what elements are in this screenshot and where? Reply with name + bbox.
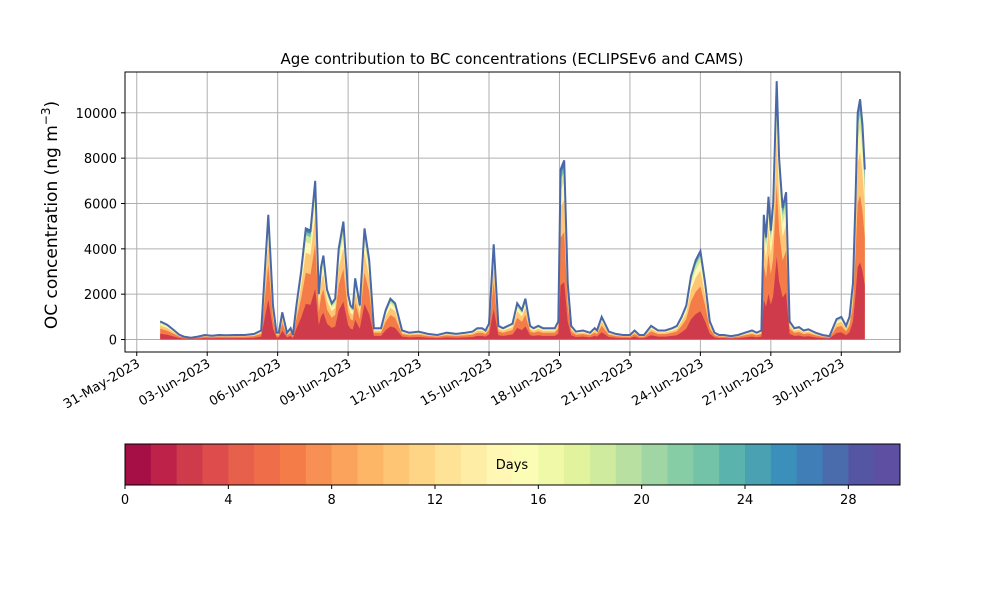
colorbar-tick-label: 28: [840, 493, 857, 508]
colorbar-segment: [176, 444, 203, 485]
colorbar-tick-label: 4: [224, 493, 232, 508]
colorbar-segment: [383, 444, 410, 485]
y-axis-label-close: ): [42, 101, 62, 108]
x-tick-label: 03-Jun-2023: [136, 356, 213, 409]
x-tick-label: 15-Jun-2023: [418, 356, 495, 409]
colorbar-segment: [641, 444, 668, 485]
plot-area: 0 2000 4000 6000 8000 10000 31-May-202303-Jun-…: [61, 71, 901, 412]
colorbar-tick-label: 24: [737, 493, 754, 508]
x-tick-label: 12-Jun-2023: [348, 356, 425, 409]
colorbar-segment: [615, 444, 643, 485]
colorbar-tick-label: 8: [328, 493, 336, 508]
colorbar: 0 4 8 12 16 20 24 28: [121, 443, 901, 508]
colorbar-segment: [719, 444, 746, 485]
colorbar-tick-label: 12: [427, 493, 444, 508]
colorbar-segment: [486, 444, 513, 485]
y-tick-label: 0: [109, 334, 117, 349]
colorbar-segment: [590, 444, 617, 485]
x-tick-label: 31-May-2023: [61, 356, 143, 412]
x-tick-label: 30-Jun-2023: [770, 356, 847, 409]
colorbar-segment: [538, 444, 565, 485]
colorbar-segment: [357, 444, 384, 485]
colorbar-segment: [435, 444, 462, 485]
chart-title: Age contribution to BC concentrations (E…: [281, 50, 744, 68]
colorbar-segment: [254, 444, 281, 485]
plot-frame: [124, 71, 901, 353]
colorbar-segment: [874, 444, 901, 485]
y-axis-label: OC concentration (ng m−3): [39, 101, 62, 329]
colorbar-segment: [150, 444, 178, 485]
y-axis-label-sup: −3: [39, 107, 53, 125]
colorbar-segment: [512, 444, 539, 485]
colorbar-segment: [667, 444, 694, 485]
colorbar-segment: [125, 444, 152, 485]
x-tick-label: 09-Jun-2023: [277, 356, 354, 409]
colorbar-label: Days: [496, 458, 529, 473]
x-tick-label: 18-Jun-2023: [489, 356, 566, 409]
y-tick-label: 4000: [84, 243, 117, 258]
colorbar-segment: [202, 444, 229, 485]
total-series-line: [159, 81, 866, 339]
colorbar-segment: [280, 444, 307, 485]
colorbar-segment: [848, 444, 875, 485]
y-tick-label: 10000: [76, 107, 117, 122]
colorbar-segment: [822, 444, 849, 485]
colorbar-segment: [409, 444, 436, 485]
colorbar-segment: [796, 444, 823, 485]
colorbar-segment: [693, 444, 720, 485]
y-tick-label: 8000: [84, 152, 117, 167]
x-tick-label: 21-Jun-2023: [559, 356, 636, 409]
colorbar-tick-label: 16: [530, 493, 547, 508]
colorbar-segment: [331, 444, 358, 485]
x-tick-label: 24-Jun-2023: [630, 356, 707, 409]
y-tick-label: 2000: [84, 288, 117, 303]
colorbar-segment: [745, 444, 772, 485]
colorbar-tick-label: 0: [121, 493, 129, 508]
colorbar-segment: [305, 444, 333, 485]
colorbar-tick-label: 20: [633, 493, 650, 508]
colorbar-segment: [460, 444, 488, 485]
x-tick-label: 06-Jun-2023: [207, 356, 284, 409]
x-tick-label: 27-Jun-2023: [700, 356, 777, 409]
colorbar-frame: [124, 443, 901, 486]
y-tick-label: 6000: [84, 197, 117, 212]
colorbar-segment: [564, 444, 591, 485]
colorbar-segment: [770, 444, 798, 485]
colorbar-segment: [228, 444, 255, 485]
